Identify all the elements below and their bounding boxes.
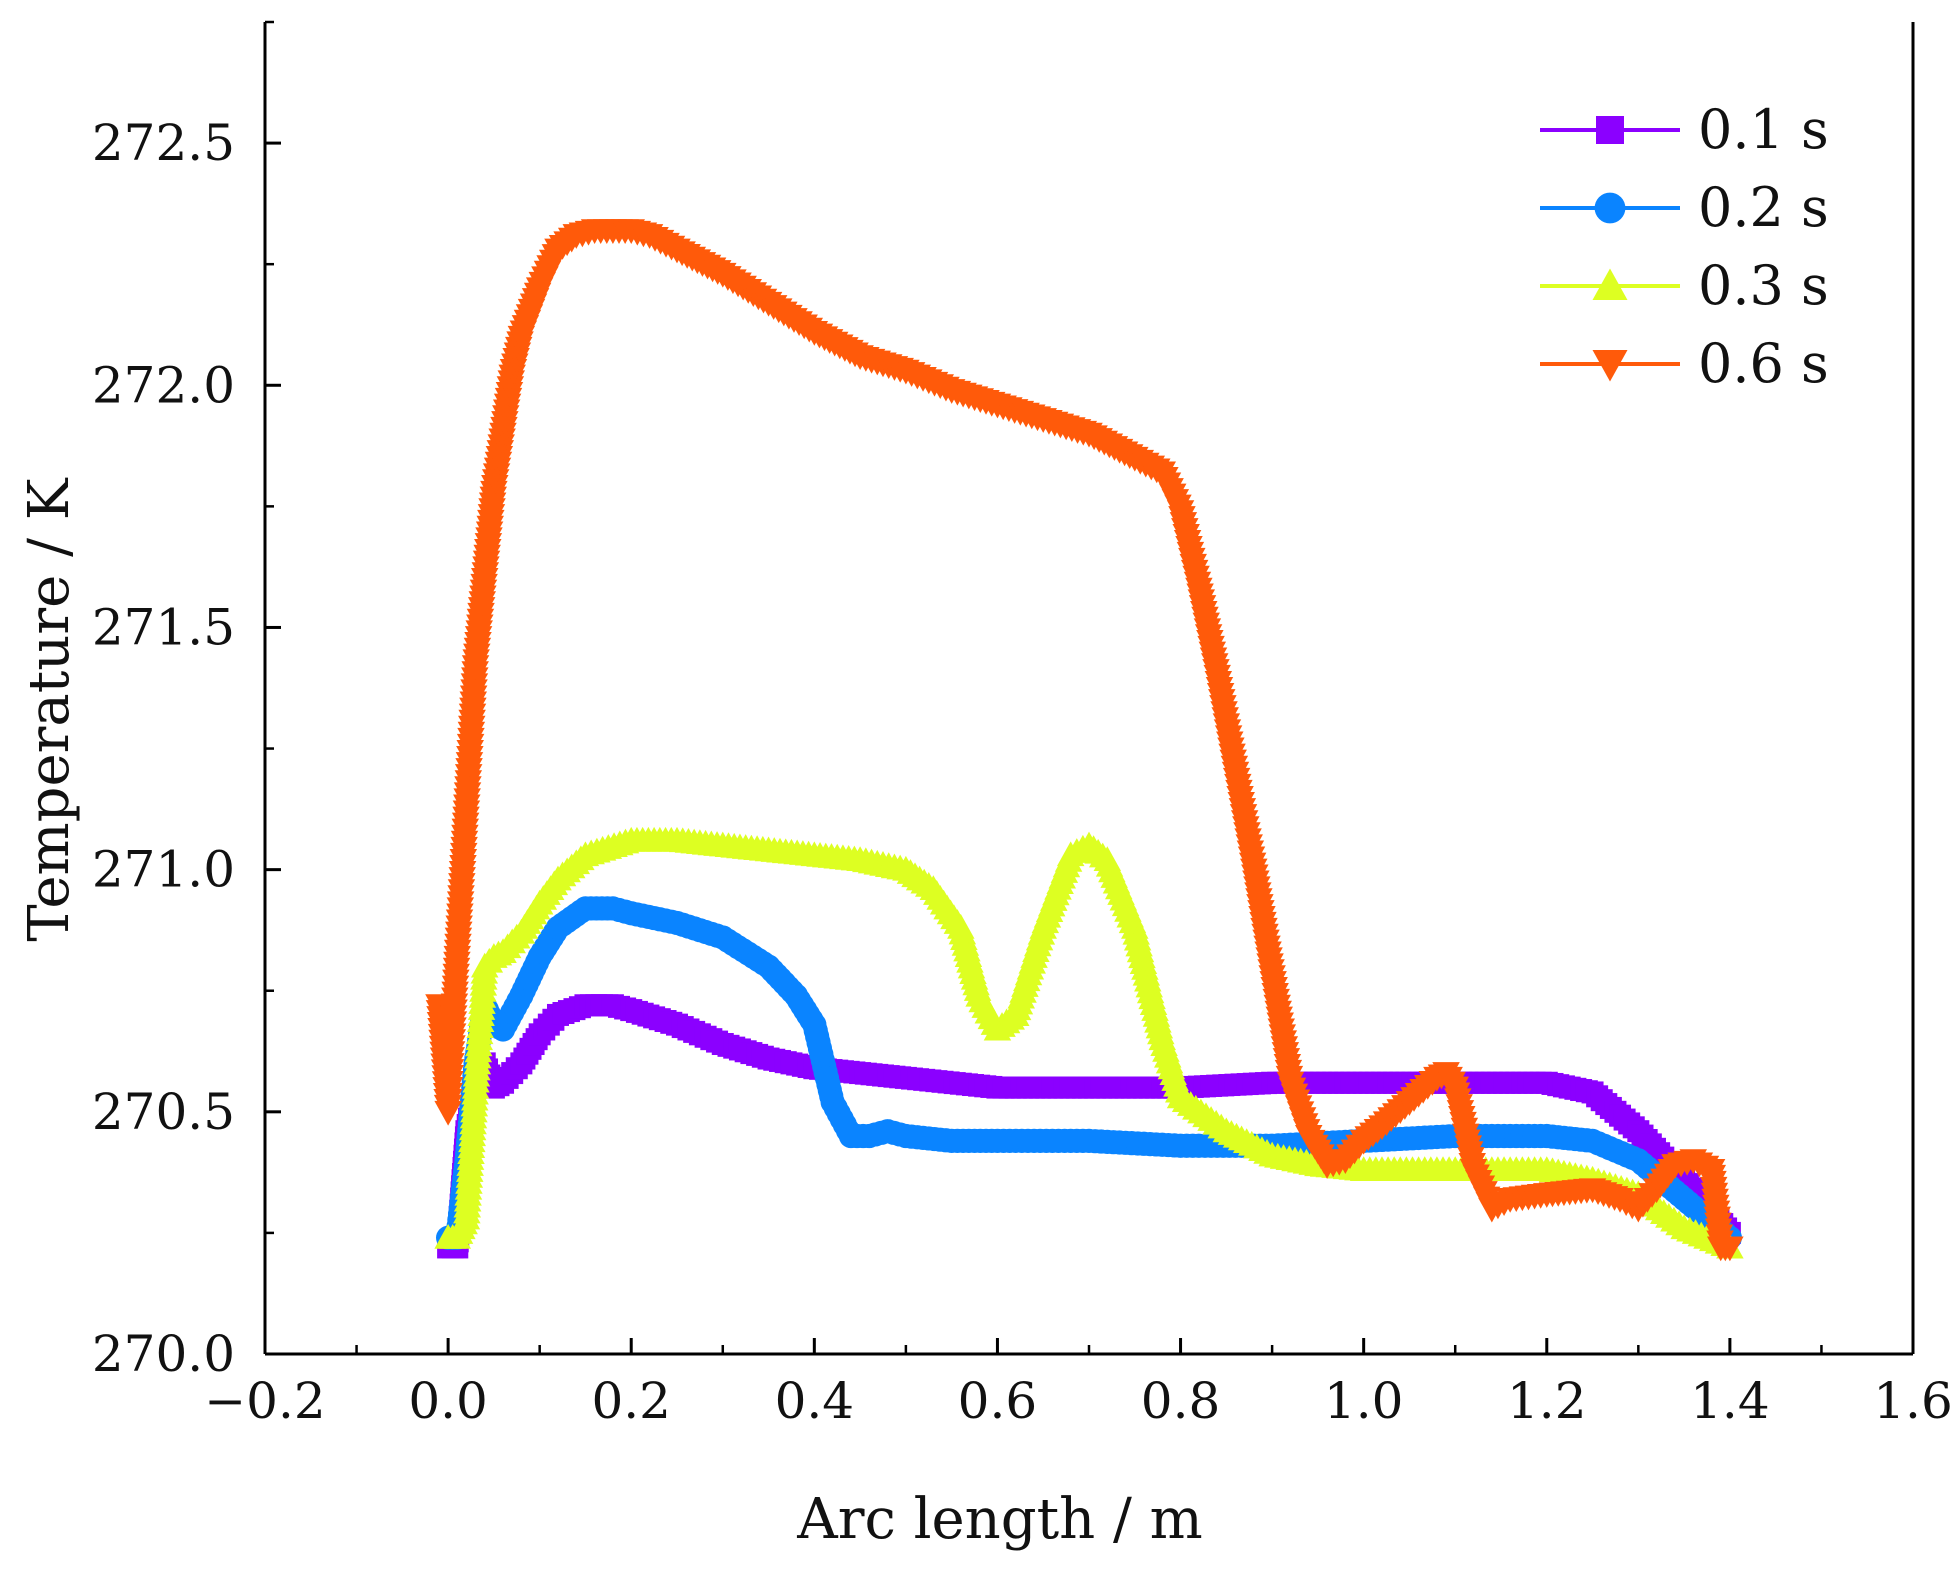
x-tick-label: 0.8: [1141, 1372, 1221, 1430]
data-marker: [1716, 1236, 1744, 1262]
legend-marker: [1596, 116, 1624, 144]
x-tick-label: 1.0: [1324, 1372, 1404, 1430]
x-tick-label: 1.2: [1507, 1372, 1587, 1430]
y-tick-label: 270.5: [92, 1083, 235, 1141]
series-0_6s: [425, 219, 1744, 1262]
y-tick-label: 272.5: [92, 114, 235, 172]
x-axis-title: Arc length / m: [796, 1487, 1202, 1552]
legend-label: 0.1 s: [1698, 98, 1829, 161]
x-tick-label: 0.2: [591, 1372, 671, 1430]
legend-item: 0.2 s: [1540, 176, 1829, 239]
legend-marker: [1592, 268, 1628, 300]
y-tick-label: 270.0: [92, 1325, 235, 1383]
x-tick-label: 0.0: [408, 1372, 488, 1430]
legend-item: 0.1 s: [1540, 98, 1829, 161]
legend-label: 0.3 s: [1698, 254, 1829, 317]
legend-item: 0.3 s: [1540, 254, 1829, 317]
x-tick-label: 1.6: [1873, 1372, 1953, 1430]
series-layer: [425, 219, 1744, 1262]
y-tick-label: 272.0: [92, 356, 235, 414]
legend-label: 0.2 s: [1698, 176, 1829, 239]
x-tick-label: 0.6: [958, 1372, 1038, 1430]
legend-marker: [1594, 192, 1626, 224]
legend: 0.1 s 0.2 s 0.3 s 0.6 s: [1540, 98, 1829, 395]
legend-marker: [1592, 350, 1628, 382]
x-tick-label: 1.4: [1690, 1372, 1770, 1430]
ticks-layer: −0.2 0.0 0.2 0.4 0.6 0.8 1.0 1.2 1.4 1.6 270.0 270.…: [92, 20, 1953, 1430]
x-tick-label: −0.2: [204, 1372, 325, 1430]
y-axis-title: Temperature / K: [17, 477, 82, 941]
y-tick-label: 271.5: [92, 598, 235, 656]
legend-item: 0.6 s: [1540, 332, 1829, 395]
legend-label: 0.6 s: [1698, 332, 1829, 395]
x-tick-label: 0.4: [775, 1372, 855, 1430]
y-tick-label: 271.0: [92, 841, 235, 899]
